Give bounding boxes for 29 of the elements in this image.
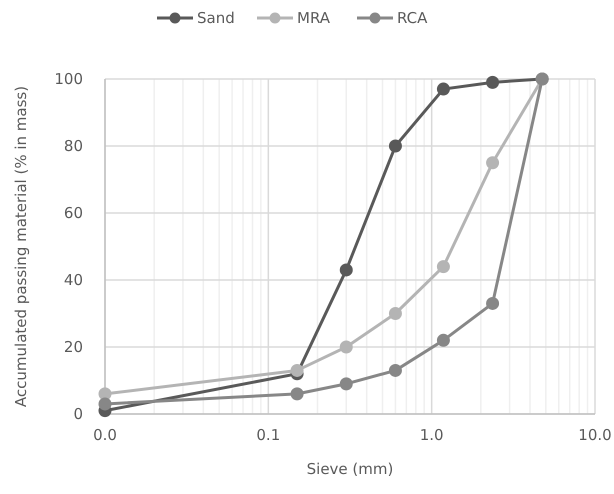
point [486, 156, 500, 170]
point [436, 260, 450, 274]
y-tick-label: 100 [54, 70, 83, 88]
y-tick-label: 40 [64, 271, 83, 289]
point [290, 364, 304, 377]
point [486, 296, 500, 310]
x-tick-label: 0.1 [256, 426, 280, 444]
point [486, 76, 500, 89]
y-tick-label: 60 [64, 204, 83, 222]
x-tick-label: 1.0 [420, 426, 444, 444]
point [340, 263, 353, 276]
point [388, 364, 402, 377]
legend-label: RCA [397, 9, 428, 27]
x-tick-label: 0.0 [93, 426, 117, 444]
y-axis-title: Accumulated passing material (% in mass) [12, 86, 30, 408]
legend-label: Sand [197, 9, 235, 27]
point [436, 82, 450, 96]
point [436, 334, 450, 347]
y-tick-label: 0 [73, 405, 83, 423]
y-tick-label: 20 [64, 338, 83, 356]
point [290, 387, 304, 400]
x-tick-label: 10.0 [578, 426, 612, 444]
y-tick-label: 80 [64, 137, 83, 155]
legend-label: MRA [297, 9, 331, 27]
point [340, 340, 353, 354]
x-axis-title: Sieve (mm) [306, 460, 394, 478]
point [388, 307, 402, 320]
point [388, 140, 402, 152]
point [340, 377, 353, 390]
